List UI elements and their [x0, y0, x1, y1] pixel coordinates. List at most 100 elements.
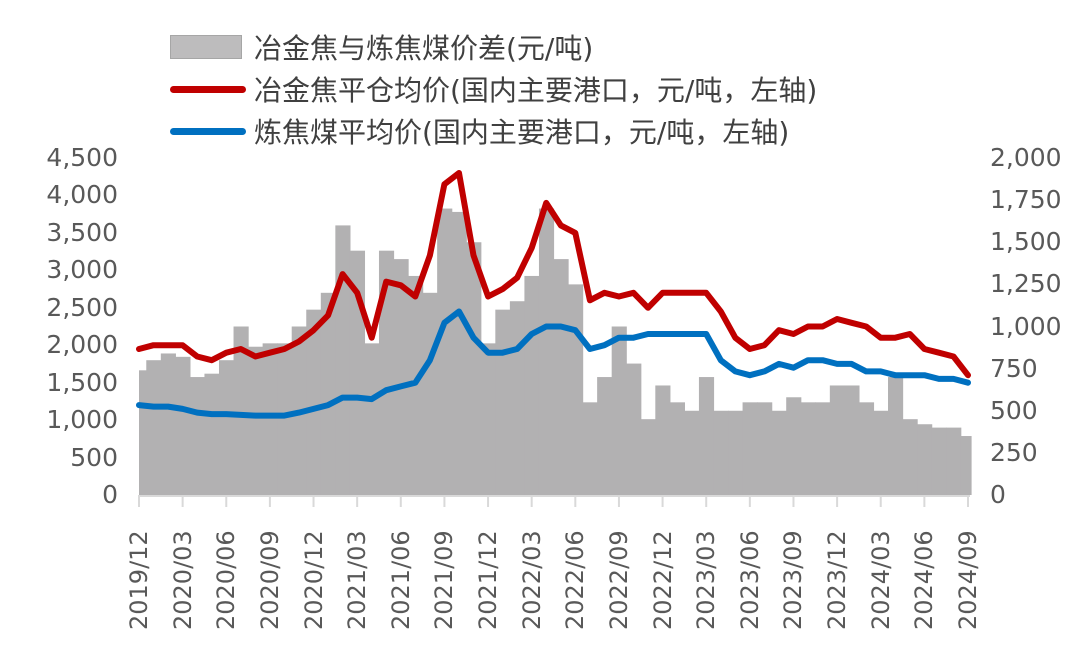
x-tick-label: 2024/06	[910, 530, 939, 630]
bar-swatch-icon	[170, 35, 242, 59]
spread-bar	[815, 402, 831, 495]
spread-bar	[873, 410, 889, 495]
spread-bar	[888, 377, 904, 495]
right-y-tick-label: 500	[990, 395, 1038, 425]
spread-bar	[509, 301, 526, 495]
left-y-tick-label: 500	[70, 442, 118, 472]
x-tick-label: 2023/06	[735, 530, 764, 630]
spread-bars	[139, 208, 972, 496]
x-tick-label: 2022/09	[604, 530, 633, 630]
x-tick-label: 2021/12	[474, 530, 503, 630]
spread-bar	[626, 363, 642, 495]
x-tick-label: 2019/12	[125, 530, 153, 630]
right-y-tick-label: 2,000	[990, 143, 1062, 172]
spread-bar	[422, 292, 438, 495]
spread-bar	[800, 402, 816, 495]
x-tick-label: 2023/09	[779, 530, 808, 630]
spread-bar	[858, 402, 875, 495]
blue-line-swatch-icon	[170, 127, 246, 135]
spread-bar	[218, 360, 235, 495]
spread-bar	[684, 410, 700, 495]
right-y-tick-label: 250	[990, 437, 1038, 467]
x-tick-label: 2020/12	[299, 530, 328, 630]
coal-price-line	[136, 308, 971, 419]
x-tick-label: 2024/03	[866, 530, 895, 630]
spread-bar	[320, 292, 336, 495]
x-tick-label: 2021/09	[430, 530, 459, 630]
spread-bar	[393, 259, 409, 495]
spread-bar	[175, 356, 191, 495]
right-y-tick-label: 1,750	[990, 185, 1062, 215]
spread-bar	[829, 385, 845, 495]
right-y-tick-label: 1,250	[990, 269, 1062, 299]
spread-bar	[146, 360, 162, 495]
spread-bar	[335, 225, 351, 495]
spread-bar	[437, 208, 453, 496]
coke-price-line	[136, 170, 971, 379]
spread-bar	[698, 377, 715, 495]
spread-bar	[582, 402, 598, 495]
spread-bar	[568, 284, 584, 495]
spread-bar	[248, 346, 264, 495]
spread-bar	[451, 211, 467, 496]
spread-bar	[917, 424, 933, 495]
spread-bar	[364, 343, 380, 495]
x-tick-label: 2021/03	[343, 530, 372, 630]
spread-bar	[742, 402, 758, 495]
spread-bar	[262, 343, 278, 495]
legend: 冶金焦与炼焦煤价差(元/吨) 冶金焦平仓均价(国内主要港口，元/吨，左轴) 炼焦…	[170, 26, 817, 152]
left-y-tick-label: 2,500	[46, 292, 118, 322]
legend-item-spread: 冶金焦与炼焦煤价差(元/吨)	[170, 26, 817, 68]
spread-bar	[233, 326, 249, 495]
price-lines	[136, 170, 971, 419]
spread-bar	[160, 353, 176, 495]
spread-bar	[480, 343, 496, 495]
x-tick-label: 2022/06	[561, 530, 590, 630]
spread-bar	[524, 275, 540, 495]
x-tick-label: 2020/03	[168, 530, 197, 630]
left-y-tick-label: 3,500	[46, 217, 118, 247]
left-y-tick-label: 1,000	[46, 405, 118, 435]
spread-bar	[640, 419, 656, 495]
spread-bar	[902, 419, 918, 495]
legend-item-coke: 冶金焦平仓均价(国内主要港口，元/吨，左轴)	[170, 68, 817, 110]
left-y-tick-label: 4,000	[46, 180, 118, 210]
legend-label-coke: 冶金焦平仓均价(国内主要港口，元/吨，左轴)	[254, 74, 818, 107]
spread-bar	[757, 402, 773, 495]
right-y-tick-label: 0	[990, 480, 1006, 509]
spread-bar	[538, 208, 555, 496]
right-y-tick-label: 1,500	[990, 227, 1062, 257]
x-tick-label: 2023/03	[692, 530, 721, 630]
left-y-tick-label: 2,000	[46, 330, 118, 360]
legend-item-coal: 炼焦煤平均价(国内主要港口，元/吨，左轴)	[170, 110, 817, 152]
spread-bar	[931, 427, 947, 495]
left-y-tick-label: 3,000	[46, 255, 118, 285]
spread-bar	[466, 242, 482, 495]
spread-bar	[844, 385, 860, 495]
left-y-tick-label: 4,500	[46, 143, 118, 172]
spread-bar	[946, 427, 962, 495]
spread-bar	[669, 402, 685, 495]
spread-bar	[277, 343, 293, 495]
legend-label-spread: 冶金焦与炼焦煤价差(元/吨)	[254, 32, 594, 65]
spread-bar	[597, 377, 613, 495]
red-line-swatch-icon	[170, 85, 246, 93]
spread-bar	[786, 397, 802, 495]
spread-bar	[553, 259, 569, 495]
spread-bar	[189, 377, 206, 495]
x-tick-label: 2023/12	[823, 530, 852, 630]
x-tick-label: 2020/06	[212, 530, 241, 630]
right-y-tick-label: 1,000	[990, 311, 1062, 341]
left-y-tick-label: 1,500	[46, 367, 118, 397]
spread-bar	[378, 250, 395, 495]
spread-bar	[306, 309, 322, 495]
x-axis-line	[138, 495, 970, 507]
spread-bar	[728, 410, 744, 495]
spread-bar	[713, 410, 729, 495]
x-tick-label: 2021/06	[386, 530, 415, 630]
x-tick-label: 2020/09	[255, 530, 284, 630]
spread-bar	[655, 385, 671, 495]
x-tick-label: 2022/03	[517, 530, 546, 630]
left-y-tick-label: 0	[102, 480, 118, 509]
